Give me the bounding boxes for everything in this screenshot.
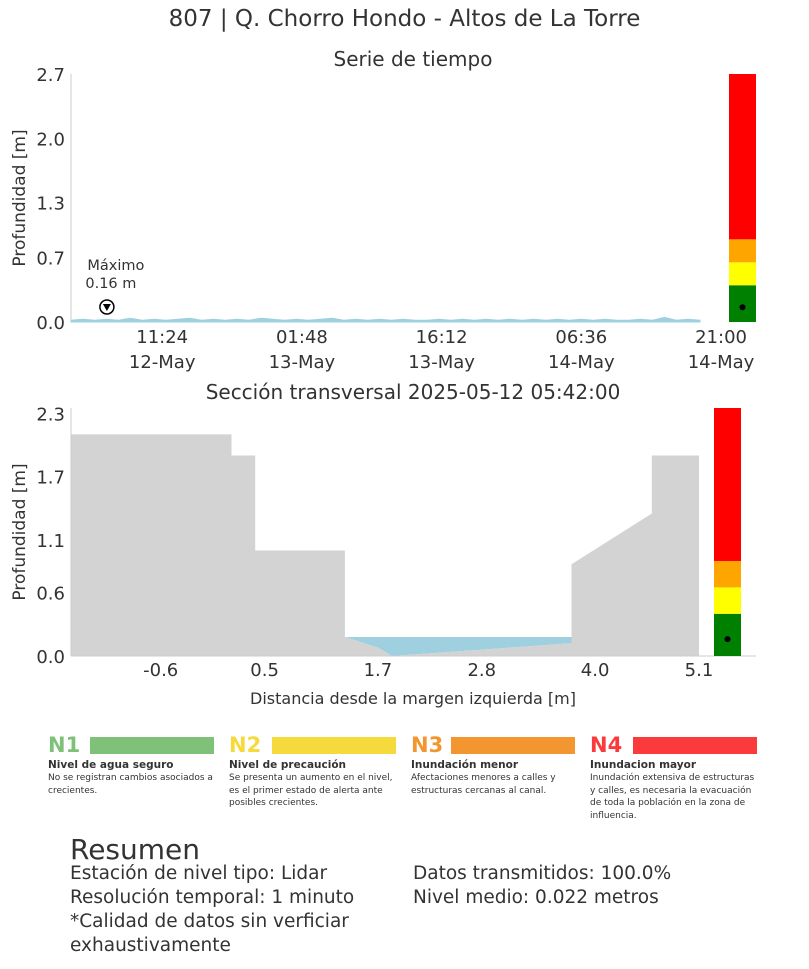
chart2-title: Sección transversal 2025-05-12 05:42:00	[206, 380, 621, 404]
chart1-level-band-2	[729, 262, 756, 286]
chart1-max-value: 0.16 m	[85, 276, 136, 292]
summary-mean-level: Nivel medio: 0.022 metros	[413, 887, 659, 908]
legend-n2-code: N2	[229, 733, 262, 757]
chart2-current-level-marker	[724, 636, 731, 643]
legend-n2: N2 Nivel de precaución Se presenta un au…	[229, 732, 399, 810]
legend-n3-bar	[451, 737, 575, 754]
legend-n1-bar	[90, 737, 214, 754]
summary-heading: Resumen	[70, 833, 201, 866]
legend-n1-name: Nivel de agua seguro	[48, 759, 174, 771]
chart2-level-band-2	[714, 587, 741, 614]
chart2-ytick-label: 1.7	[36, 468, 65, 489]
chart1-ytick-label: 1.3	[36, 194, 65, 215]
chart1-level-band-1	[729, 285, 756, 322]
chart1-max-label: Máximo	[87, 258, 144, 274]
legend-n4-code: N4	[590, 733, 623, 757]
page-title: 807 | Q. Chorro Hondo - Altos de La Torr…	[168, 6, 641, 32]
chart2-ytick-label: 0.0	[36, 647, 65, 668]
chart1-ytick-label: 2.0	[36, 129, 65, 150]
chart2-ytick-label: 0.6	[36, 584, 65, 605]
chart2-terrain-area	[71, 434, 699, 656]
chart1-series-area	[70, 316, 701, 323]
time-series-chart: Serie de tiempo Profundidad [m] 0.0 0.7 1.3 2…	[10, 47, 756, 373]
legend-n1-desc: No se registran cambios asociados a crec…	[48, 773, 213, 796]
chart1-xtick-time: 21:00	[695, 327, 747, 348]
legend-n4-bar	[633, 737, 757, 754]
summary-left: Estación de nivel tipo: Lidar Resolución…	[70, 862, 354, 958]
chart2-xlabel: Distancia desde la margen izquierda [m]	[250, 689, 576, 708]
chart1-xtick-date: 14-May	[548, 352, 615, 373]
legend-n4-desc: Inundación extensiva de estructuras y ca…	[590, 773, 755, 821]
alert-level-legend: N1 Nivel de agua seguro No se registran …	[48, 732, 760, 832]
summary-right: Datos transmitidos: 100.0% Nivel medio: …	[413, 862, 671, 910]
legend-n3-code: N3	[411, 733, 444, 757]
chart2-xtick-label: 2.8	[467, 660, 496, 681]
chart1-level-band-3	[729, 239, 756, 263]
legend-n2-desc: Se presenta un aumento en el nivel, es e…	[229, 773, 393, 808]
legend-n2-name: Nivel de precaución	[229, 759, 347, 771]
legend-n3-name: Inundación menor	[411, 759, 519, 771]
summary-quality-note-cont: exhaustivamente	[70, 935, 231, 956]
legend-n1-code: N1	[48, 733, 81, 757]
summary-data-transmitted: Datos transmitidos: 100.0%	[413, 863, 672, 884]
chart2-xtick-label: 4.0	[581, 660, 610, 681]
chart2-ytick-label: 2.3	[36, 404, 65, 425]
chart1-ytick-label: 2.7	[36, 65, 65, 86]
summary-station-type: Estación de nivel tipo: Lidar	[70, 863, 328, 884]
chart1-max-marker-arrow	[102, 304, 111, 311]
summary-quality-note: *Calidad de datos sin verficiar	[70, 911, 349, 932]
chart1-xtick-time: 16:12	[416, 327, 468, 348]
chart2-level-band-1	[714, 613, 741, 656]
legend-n1: N1 Nivel de agua seguro No se registran …	[48, 732, 218, 797]
cross-section-chart: Sección transversal 2025-05-12 05:42:00 P…	[10, 380, 756, 708]
chart2-ylabel: Profundidad [m]	[10, 463, 30, 600]
chart2-xtick-label: -0.6	[143, 660, 178, 681]
chart2-ytick-label: 1.1	[36, 531, 65, 552]
chart1-title: Serie de tiempo	[334, 47, 493, 71]
legend-n3: N3 Inundación menor Afectaciones menores…	[411, 732, 581, 797]
chart1-xtick-date: 13-May	[408, 352, 475, 373]
chart1-xtick-time: 06:36	[555, 327, 607, 348]
chart1-ytick-label: 0.7	[36, 249, 65, 270]
chart1-xtick-time: 11:24	[136, 327, 188, 348]
chart2-xtick-label: 5.1	[685, 660, 714, 681]
chart1-current-level-marker	[739, 304, 746, 311]
legend-n2-bar	[272, 737, 396, 754]
chart1-level-band-4	[729, 74, 756, 240]
summary-section: Resumen	[70, 833, 200, 867]
chart1-ytick-label: 0.0	[36, 313, 65, 334]
chart1-xtick-date: 12-May	[129, 352, 196, 373]
legend-n4: N4 Inundacion mayor Inundación extensiva…	[590, 732, 760, 822]
chart2-xtick-label: 1.7	[364, 660, 393, 681]
chart2-water-area	[344, 637, 572, 656]
legend-n4-name: Inundacion mayor	[590, 759, 697, 771]
chart2-xtick-label: 0.5	[250, 660, 279, 681]
chart1-xtick-date: 14-May	[688, 352, 755, 373]
chart2-level-band-4	[714, 408, 741, 562]
chart1-xtick-date: 13-May	[269, 352, 336, 373]
chart2-level-band-3	[714, 561, 741, 588]
legend-n3-desc: Afectaciones menores a calles y estructu…	[411, 773, 556, 796]
chart1-xtick-time: 01:48	[276, 327, 328, 348]
summary-resolution: Resolución temporal: 1 minuto	[70, 887, 355, 908]
chart1-ylabel: Profundidad [m]	[10, 129, 30, 266]
